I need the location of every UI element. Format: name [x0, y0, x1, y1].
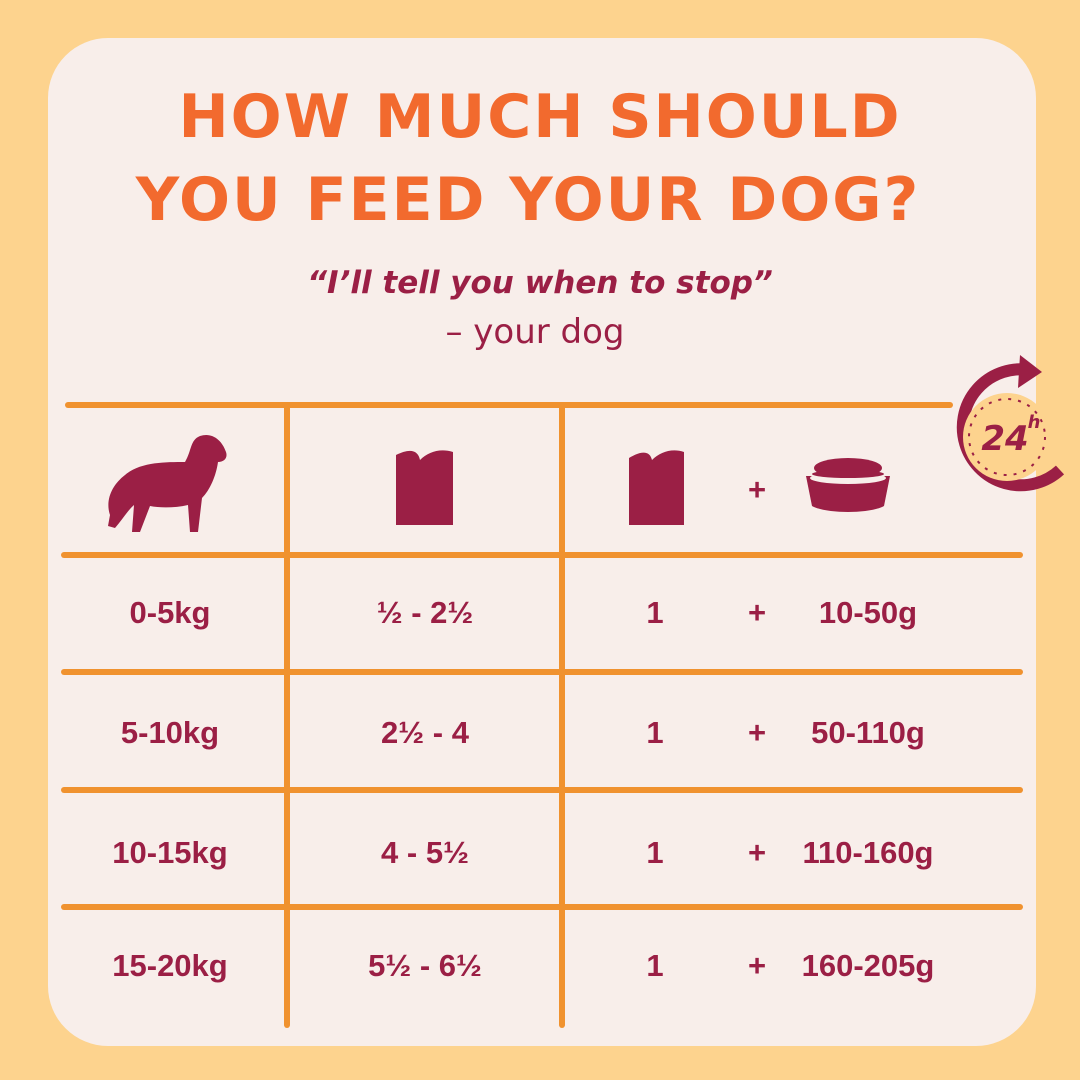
dog-icon: [108, 434, 227, 532]
weight: 15-20kg: [112, 948, 227, 983]
title-line: HOW MUCH SHOULD: [178, 82, 901, 152]
pouches: ½ - 2½: [377, 595, 474, 630]
dry-food: 10-50g: [819, 595, 917, 630]
plus: +: [748, 472, 766, 507]
plus: +: [748, 595, 766, 630]
card: [48, 38, 1036, 1046]
attribution: – your dog: [445, 312, 624, 352]
weight: 5-10kg: [121, 715, 219, 750]
pouches: 2½ - 4: [381, 715, 470, 750]
plus: +: [748, 835, 766, 870]
pouches: 5½ - 6½: [368, 948, 482, 983]
dry-food: 110-160g: [803, 835, 934, 870]
dry-food: 50-110g: [811, 715, 925, 750]
title-line: YOU FEED YOUR DOG?: [135, 165, 921, 235]
badge-number: 24: [981, 419, 1028, 459]
pouch-count: 1: [646, 595, 663, 630]
pouches: 4 - 5½: [381, 835, 469, 870]
dry-food: 160-205g: [802, 948, 935, 983]
table-body: 0-5kg ½ - 2½ 1 +10-50g 5-10kg 2½ - 4 1 +50-110g…: [112, 595, 934, 983]
badge-unit: h: [1028, 412, 1041, 433]
plus: +: [748, 715, 766, 750]
quote: “I’ll tell you when to stop”: [307, 265, 773, 301]
bowl-icon: [806, 458, 890, 512]
pouch-icon: [629, 450, 684, 525]
pouch-count: 1: [646, 948, 663, 983]
pouch-count: 1: [646, 715, 663, 750]
weight: 0-5kg: [130, 595, 211, 630]
plus: +: [748, 948, 766, 983]
pouch-icon: [396, 450, 453, 525]
pouch-count: 1: [646, 835, 663, 870]
weight: 10-15kg: [112, 835, 227, 870]
badge: 24 h: [956, 355, 1065, 492]
grid: [61, 402, 1023, 1028]
